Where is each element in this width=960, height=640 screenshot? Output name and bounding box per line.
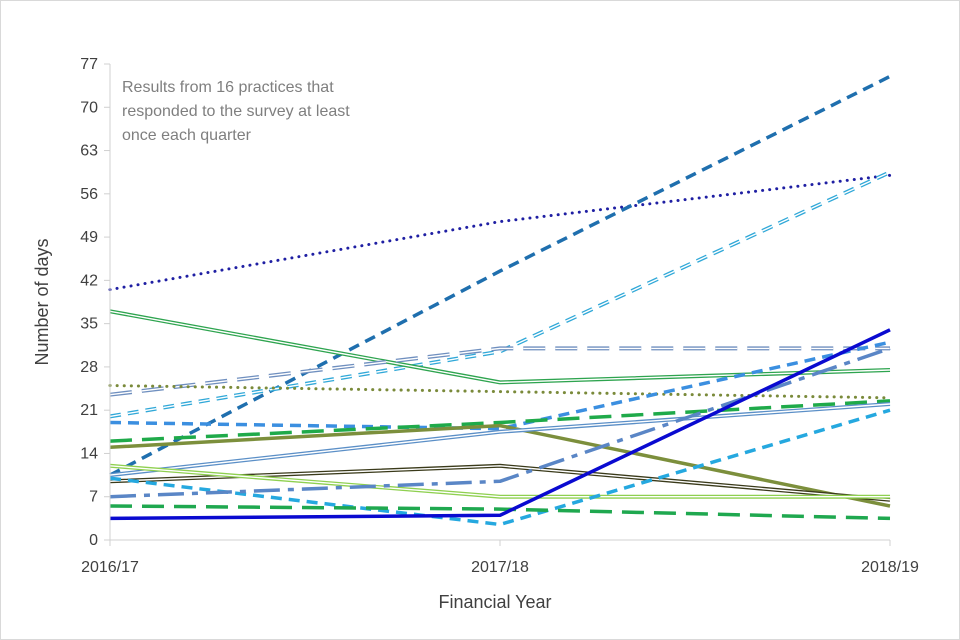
y-tick-label: 28 [80,359,98,376]
chart-annotation-line-2: responded to the survey at least [122,103,350,120]
x-tick-label: 2017/18 [471,559,529,576]
x-axis-ticks: 2016/17 2017/18 2018/19 [81,540,919,576]
y-tick-label: 70 [80,99,98,116]
series-line-9 [109,423,891,508]
series-line-2 [109,74,891,477]
series-line-14 [109,346,891,499]
y-tick-label: 63 [80,143,98,160]
chart-annotation-line-1: Results from 16 practices that [122,79,334,96]
series-line-stroke [108,384,892,400]
series-line-inner [109,171,891,418]
series-line-13 [109,408,891,527]
y-tick-label: 14 [80,445,98,462]
x-axis-title: Financial Year [438,592,551,612]
series-line-stroke [109,346,891,499]
series-line-inner [109,347,890,396]
series-line-inner [109,465,890,498]
chart-annotation-line-3: once each quarter [122,127,252,144]
y-tick-label: 21 [80,402,98,419]
series-layer [108,74,892,527]
series-line-stroke [109,408,891,527]
series-line-stroke [109,74,891,477]
y-tick-label: 49 [80,229,98,246]
series-line-6 [108,384,892,400]
x-tick-label: 2018/19 [861,559,919,576]
y-tick-label: 0 [89,532,98,549]
series-line-10 [109,402,891,478]
series-line-inner [109,403,891,476]
series-line-stroke [109,504,891,521]
series-line-7 [109,340,891,431]
series-line-stroke [109,328,891,521]
series-line-stroke [109,399,891,443]
y-tick-label: 42 [80,272,98,289]
y-tick-label: 7 [89,489,98,506]
y-axis-ticks: 0 7 14 21 28 35 42 49 56 63 70 77 [80,56,110,549]
series-line-16 [109,328,891,521]
series-line-15 [109,504,891,521]
series-line-stroke [109,423,891,508]
series-line-8 [109,399,891,443]
y-tick-label: 56 [80,186,98,203]
y-tick-label: 77 [80,56,98,73]
y-tick-label: 35 [80,316,98,333]
series-line-3 [109,170,891,419]
series-line-12 [109,463,890,499]
series-line-5 [109,346,890,397]
series-line-4 [109,309,891,385]
x-tick-label: 2016/17 [81,559,139,576]
series-line-inner [109,310,891,384]
series-line-stroke [109,340,891,431]
y-axis-title: Number of days [32,238,52,365]
